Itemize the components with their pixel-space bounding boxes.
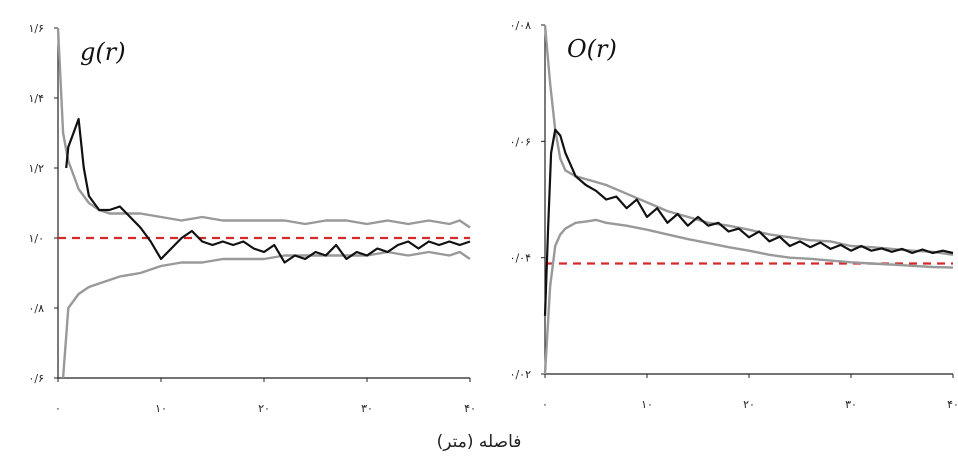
panel-1-envelope-line bbox=[56, 27, 471, 229]
panel-2-x-tick-label: ۴۰ bbox=[947, 398, 958, 411]
panel-1-x-tick-label: ۱۰ bbox=[155, 402, 167, 415]
panel-2-envelope-line bbox=[543, 24, 954, 256]
panel-1-x-tick-label: ۲۰ bbox=[258, 402, 270, 415]
panel-2-x-tick-label: ۱۰ bbox=[641, 398, 653, 411]
x-axis-label: فاصله (متر) bbox=[436, 432, 522, 452]
panel-2-x-tick-label: ۳۰ bbox=[845, 398, 857, 411]
panel-2-title: O(r) bbox=[567, 35, 617, 63]
panel-1-observed-line bbox=[65, 117, 471, 264]
panel-2-y-tick-label: ۰/۰۲ bbox=[510, 368, 532, 381]
panel-2-observed-line bbox=[543, 128, 954, 316]
panel-2-envelope-line bbox=[543, 218, 954, 375]
panel-2-y-tick-label: ۰/۰۶ bbox=[510, 135, 531, 148]
panel-1-y-tick-label: ۱/۶ bbox=[28, 22, 44, 35]
panel-2-y-tick-label: ۰/۰۴ bbox=[510, 252, 532, 265]
panel-1-y-tick-label: ۱/۲ bbox=[28, 162, 44, 175]
panel-1-y-tick-label: ۰/۸ bbox=[28, 302, 44, 315]
panel-1-x-tick-label: ۴۰ bbox=[464, 402, 476, 415]
panel-1-x-tick-label: ۳۰ bbox=[361, 402, 373, 415]
panel-2-x-tick-label: ۲۰ bbox=[743, 398, 755, 411]
panel-2-x-tick-label: ۰ bbox=[542, 398, 548, 411]
panel-1-y-tick-label: ۱/۴ bbox=[28, 92, 44, 105]
panel-1-envelope-line bbox=[61, 250, 471, 379]
panel-1-y-tick-label: ۰/۶ bbox=[28, 372, 44, 385]
panel-2-y-tick-label: ۰/۰۸ bbox=[510, 19, 532, 32]
panel-1-y-tick-label: ۱/۰ bbox=[28, 232, 44, 245]
panel-1-title: g(r) bbox=[80, 38, 126, 66]
panel-1-x-tick-label: ۰ bbox=[55, 402, 61, 415]
